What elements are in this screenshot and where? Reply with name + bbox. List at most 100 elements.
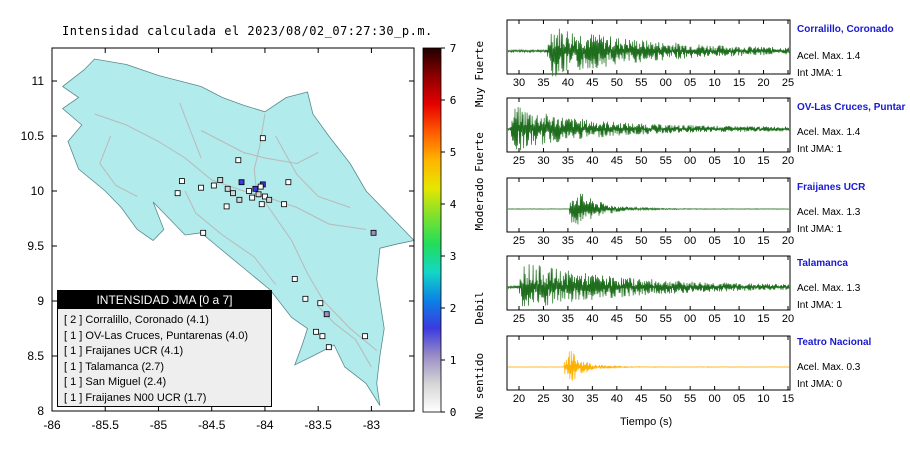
waveform-tick-label: 15 <box>782 393 794 405</box>
waveform-tick-label: 25 <box>513 313 525 325</box>
colorbar-tick-label: 2 <box>450 302 457 315</box>
waveform-tick-label: 35 <box>562 313 574 325</box>
legend-item: [ 1 ] Fraijanes N00 UCR (1.7) <box>64 391 207 404</box>
station-marker <box>217 177 224 183</box>
station-acel: Acel. Max. 1.4 <box>797 51 861 62</box>
waveform-tick-label: 10 <box>709 77 721 89</box>
waveform-tick-label: 15 <box>757 313 769 325</box>
legend-list: [ 2 ] Corralillo, Coronado (4.1) [ 1 ] O… <box>58 309 271 406</box>
station-acel: Acel. Max. 1.4 <box>797 127 861 138</box>
station-marker <box>178 178 185 185</box>
waveform-tick-label: 30 <box>537 155 549 167</box>
colorbar-category-label: Muy Fuerte <box>473 41 486 107</box>
waveform-trace <box>507 107 790 151</box>
waveform-tick-label: 20 <box>513 393 525 405</box>
road-line <box>200 130 319 165</box>
y-tick-label: 10.5 <box>21 129 45 143</box>
waveform-tick-label: 25 <box>537 393 549 405</box>
station-name: Fraijanes UCR <box>797 182 866 193</box>
waveform-tick-label: 05 <box>709 155 721 167</box>
colorbar-tick-label: 0 <box>450 406 457 419</box>
y-tick-label: 9.5 <box>27 239 44 253</box>
station-marker <box>323 311 330 318</box>
waveform-tick-label: 30 <box>562 393 574 405</box>
colorbar-tick-label: 5 <box>450 146 457 159</box>
waveform-tick-label: 40 <box>611 393 623 405</box>
station-info-0: Corralillo, Coronado Acel. Max. 1.4 Int … <box>797 24 910 79</box>
waveform-tick-label: 40 <box>586 313 598 325</box>
road-line <box>94 113 367 230</box>
waveform-tick-label: 00 <box>684 155 696 167</box>
station-marker <box>313 328 319 335</box>
x-tick-label: -84 <box>256 418 274 432</box>
road-line <box>275 135 351 208</box>
station-int: Int JMA: 1 <box>797 68 843 79</box>
station-name: Teatro Nacional <box>797 337 872 348</box>
station-marker <box>223 203 230 210</box>
station-marker <box>252 185 259 192</box>
waveform-tick-label: 35 <box>586 393 598 405</box>
map-title: Intensidad calculada el 2023/08/02_07:27… <box>62 24 433 38</box>
waveform-tick-label: 45 <box>611 155 623 167</box>
station-marker <box>285 179 292 186</box>
road-line <box>253 113 266 192</box>
station-name: Corralillo, Coronado <box>797 24 894 35</box>
station-marker <box>281 201 288 208</box>
waveform-tick-label: 55 <box>660 313 672 325</box>
station-marker <box>259 135 266 142</box>
waveform-trace <box>507 28 790 77</box>
waveform-tick-label: 10 <box>733 155 745 167</box>
waveform-tick-label: 55 <box>635 77 647 89</box>
road-line <box>184 190 276 285</box>
x-tick-label: -83.5 <box>304 418 332 432</box>
station-marker <box>235 157 242 164</box>
x-tick-label: -86 <box>43 418 61 432</box>
station-marker <box>224 185 231 192</box>
waveform-tick-label: 05 <box>709 313 721 325</box>
x-tick-label: -83 <box>363 418 381 432</box>
station-marker <box>317 300 324 307</box>
legend-item: [ 1 ] Talamanca (2.7) <box>64 360 165 373</box>
y-tick-label: 9 <box>37 294 44 308</box>
station-marker <box>370 229 377 236</box>
waveform-tick-label: 05 <box>733 393 745 405</box>
station-marker <box>210 182 217 189</box>
station-name: Talamanca <box>797 258 848 269</box>
legend-title: INTENSIDAD JMA [0 a 7] <box>58 291 271 309</box>
legend-item: [ 2 ] Corralillo, Coronado (4.1) <box>64 314 209 326</box>
time-axis-label: Tiempo (s) <box>620 416 673 428</box>
waveform-tick-label: 35 <box>562 155 574 167</box>
station-acel: Acel. Max. 0.3 <box>797 362 861 373</box>
waveform-tick-label: 10 <box>757 393 769 405</box>
station-marker <box>291 276 298 282</box>
map-frame <box>51 47 415 412</box>
x-tick-label: -85.5 <box>92 418 120 432</box>
station-marker <box>319 333 326 340</box>
waveform-tick-label: 30 <box>513 77 525 89</box>
costa-rica-landmass <box>61 58 415 406</box>
waveform-tick-label: 00 <box>660 77 672 89</box>
waveform-tick-label: 25 <box>513 155 525 167</box>
waveform-tick-label: 25 <box>513 235 525 247</box>
colorbar-tick-label: 1 <box>450 354 457 367</box>
station-info-4: Teatro Nacional Acel. Max. 0.3 Int JMA: … <box>797 337 910 390</box>
colorbar-gradient <box>422 47 442 413</box>
waveform-tick-label: 00 <box>709 393 721 405</box>
waveform-tick-label: 30 <box>537 313 549 325</box>
y-tick-label: 8 <box>37 404 44 418</box>
waveform-tick-label: 45 <box>635 393 647 405</box>
station-marker <box>198 184 204 191</box>
waveform-tick-label: 55 <box>660 155 672 167</box>
station-int: Int JMA: 1 <box>797 224 843 235</box>
waveform-tick-label: 45 <box>611 235 623 247</box>
x-tick-label: -85 <box>150 418 168 432</box>
station-name: OV-Las Cruces, Puntar <box>797 102 906 113</box>
waveform-tick-label: 55 <box>684 393 696 405</box>
y-tick-label: 10 <box>31 184 45 198</box>
waveform-tick-label: 20 <box>782 235 794 247</box>
intensity-map: -86 -85.5 -85 -84.5 -84 -83.5 -83 8 8.5 9 9.5 10 10.… <box>21 47 415 432</box>
waveform-tick-label: 50 <box>660 393 672 405</box>
station-marker <box>200 229 207 236</box>
y-tick-label: 11 <box>32 74 45 88</box>
waveform-tick-label: 50 <box>635 313 647 325</box>
